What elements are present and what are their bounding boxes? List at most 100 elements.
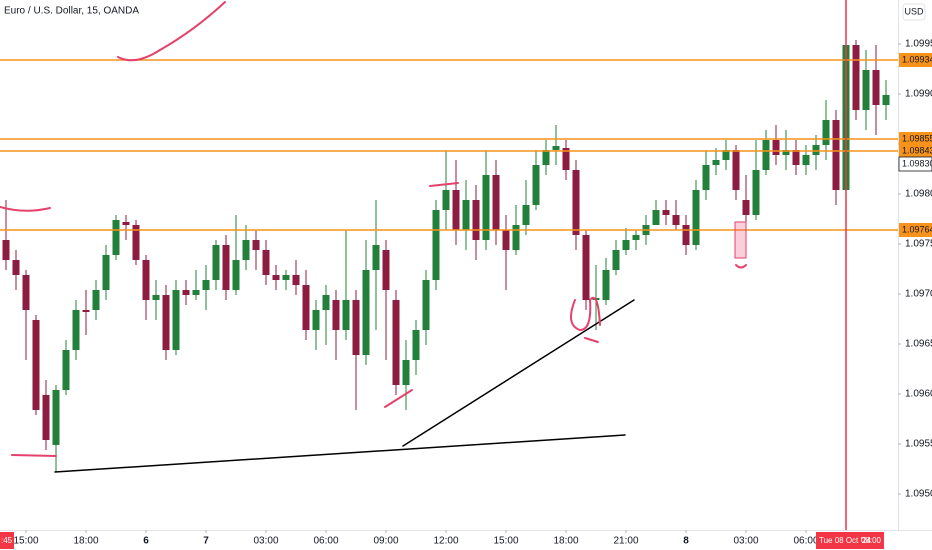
candle-body	[272, 275, 280, 280]
candle-body	[72, 310, 80, 350]
candle-body	[852, 45, 860, 110]
trend-line[interactable]	[402, 299, 635, 447]
highlight-box[interactable]	[734, 221, 747, 259]
candle-body	[372, 245, 380, 270]
x-tick-label: 15:00	[13, 536, 38, 547]
candle-body	[62, 350, 70, 390]
candle-body	[492, 175, 500, 230]
candle-body	[292, 275, 300, 285]
candle-body	[112, 220, 120, 255]
x-tick-label: 15:00	[493, 536, 518, 547]
y-tick-label: 1.09600	[905, 389, 932, 400]
y-tick-label: 1.09550	[905, 439, 932, 450]
candle-body	[52, 390, 60, 445]
y-tick-label: 1.09650	[905, 339, 932, 350]
candle-body	[632, 235, 640, 240]
candle-body	[392, 300, 400, 385]
candle-body	[152, 295, 160, 300]
candle-body	[252, 240, 260, 250]
trend-line[interactable]	[54, 434, 626, 473]
candle-body	[722, 150, 730, 160]
brush-stroke[interactable]	[735, 264, 747, 269]
brush-stroke[interactable]	[570, 296, 601, 343]
axes: 1.099501.099001.098501.098001.097501.097…	[0, 39, 932, 549]
chart-title: Euro / U.S. Dollar, 15, OANDA	[4, 6, 139, 17]
candle-body	[212, 245, 220, 280]
candle-body	[402, 360, 410, 385]
level-label-box	[899, 53, 932, 67]
candle-body	[562, 148, 570, 170]
candle-body	[812, 145, 820, 155]
candle-body	[162, 295, 170, 350]
candle-body	[2, 240, 10, 260]
y-tick-label: 1.09700	[905, 289, 932, 300]
cursor-time: 08:00	[861, 536, 882, 545]
candle-body	[352, 300, 360, 355]
level-label-box	[899, 132, 932, 146]
candle-body	[552, 146, 560, 150]
candle-body	[732, 150, 740, 190]
level-label: 1.09843	[902, 145, 932, 155]
y-tick-label: 1.09900	[905, 89, 932, 100]
currency-box[interactable]	[902, 3, 926, 21]
cursor-label-box	[816, 532, 884, 549]
level-label-box	[899, 144, 932, 158]
candle-body	[312, 310, 320, 330]
level-label-box	[899, 223, 932, 237]
candle-body	[482, 175, 490, 240]
candle-body	[182, 290, 190, 295]
candle-body	[602, 270, 610, 300]
candle-body	[82, 310, 90, 312]
level-label: 1.09764	[902, 224, 932, 234]
candle-body	[302, 285, 310, 330]
candle-body	[832, 120, 840, 190]
level-label: 1.09855	[902, 133, 932, 143]
candle-body	[612, 250, 620, 270]
candle-body	[692, 190, 700, 245]
candle-body	[582, 235, 590, 300]
candle-body	[762, 140, 770, 170]
candle-body	[792, 150, 800, 165]
candle-body	[222, 245, 230, 290]
brush-stroke[interactable]	[384, 389, 413, 408]
candle-body	[822, 120, 830, 145]
candle-body	[682, 225, 690, 245]
candle-body	[42, 395, 50, 440]
candle-body	[622, 240, 630, 250]
candle-body	[322, 295, 330, 310]
candle-body	[522, 205, 530, 225]
candle-body	[702, 165, 710, 190]
level-label: 1.09934	[902, 54, 932, 64]
candle-body	[512, 225, 520, 250]
candle-body	[262, 250, 270, 275]
candle-body	[442, 190, 450, 210]
candle-body	[672, 215, 680, 225]
candle-body	[502, 230, 510, 250]
brush-stroke[interactable]	[0, 206, 51, 212]
candle-body	[172, 290, 180, 350]
y-tick-label: 1.09950	[905, 39, 932, 50]
x-tick-label: 06:00	[313, 536, 338, 547]
x-tick-label: 09:00	[373, 536, 398, 547]
candle-body	[532, 165, 540, 205]
drawings	[0, 1, 747, 473]
last-price-box	[898, 156, 932, 172]
plot	[0, 0, 898, 530]
x-tick-label: 21:00	[613, 536, 638, 547]
left-cursor-label: :45	[1, 536, 13, 545]
x-tick-label: 7	[203, 536, 209, 547]
left-cursor-box	[0, 532, 14, 549]
candle-body	[12, 260, 20, 275]
x-tick-label: 12:00	[433, 536, 458, 547]
brush-stroke[interactable]	[11, 454, 57, 457]
candle-body	[22, 275, 30, 310]
candle-body	[652, 210, 660, 225]
candle-body	[102, 255, 110, 290]
brush-stroke[interactable]	[429, 182, 459, 187]
x-tick-label: 18:00	[553, 536, 578, 547]
candle-body	[802, 155, 810, 165]
brush-stroke[interactable]	[117, 1, 226, 62]
currency[interactable]: USD	[904, 6, 924, 16]
